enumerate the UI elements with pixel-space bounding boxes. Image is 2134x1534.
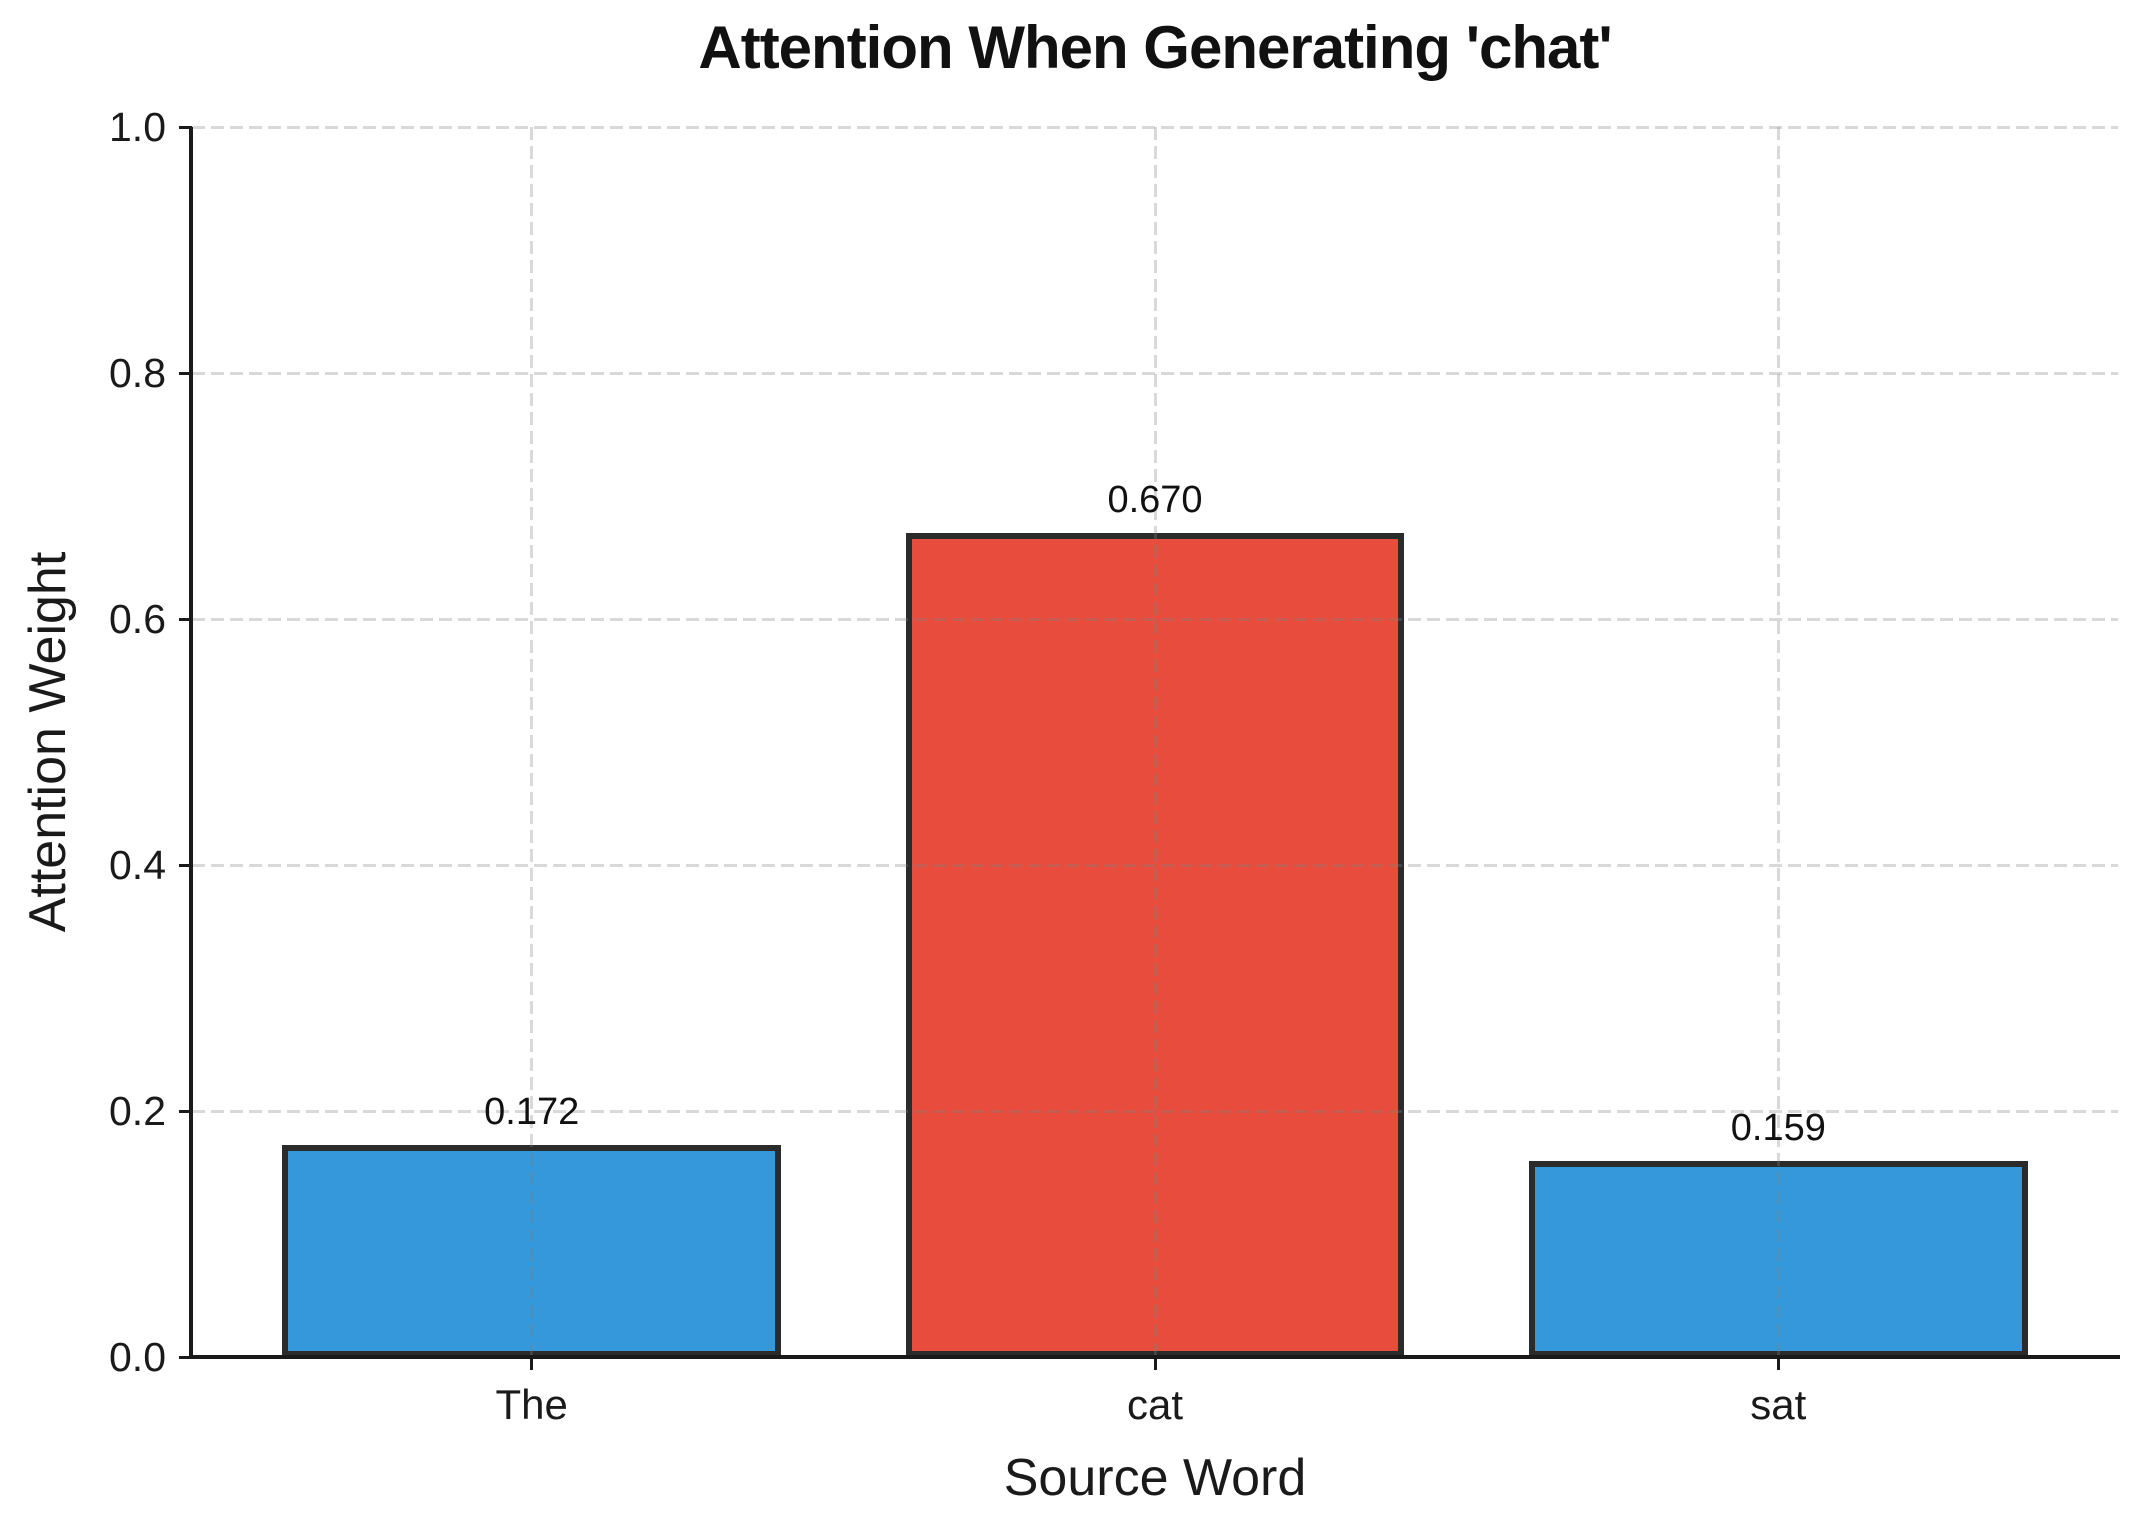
x-tick-mark	[530, 1357, 534, 1370]
bar-value-label: 0.172	[484, 1091, 580, 1134]
gridline-horizontal	[192, 617, 2118, 621]
y-tick-label: 1.0	[109, 104, 166, 150]
bar-sat	[1528, 1161, 2028, 1357]
y-tick-mark	[179, 617, 192, 621]
x-tick-label: The	[495, 1381, 568, 1428]
x-tick-label: cat	[1126, 1381, 1184, 1428]
bar-The	[282, 1145, 782, 1357]
gridline-vertical	[530, 127, 534, 1357]
y-tick-label: 0.6	[109, 596, 166, 642]
gridline-horizontal	[192, 125, 2118, 129]
gridline-horizontal	[192, 1109, 2118, 1113]
y-tick-label: 0.8	[109, 350, 166, 396]
y-tick-label: 0.2	[109, 1088, 166, 1134]
x-tick-label: sat	[1750, 1381, 1807, 1428]
bar-value-label: 0.159	[1730, 1107, 1826, 1150]
y-tick-mark	[179, 371, 192, 375]
gridline-horizontal	[192, 371, 2118, 375]
bar-value-label: 0.670	[1107, 478, 1203, 521]
y-tick-mark	[179, 1355, 192, 1359]
x-tick-mark	[1153, 1357, 1157, 1370]
x-axis-title: Source Word	[1003, 1449, 1307, 1507]
x-tick-mark	[1776, 1357, 1780, 1370]
gridline-horizontal	[192, 863, 2118, 867]
gridline-vertical	[1153, 127, 1157, 1357]
y-tick-mark	[179, 125, 192, 129]
gridline-vertical	[1776, 127, 1780, 1357]
plot-area: 0.172 0.670 0.159	[192, 125, 2118, 1357]
y-axis-line	[189, 127, 193, 1359]
chart-title: Attention When Generating 'chat'	[698, 14, 1612, 81]
y-tick-mark	[179, 1109, 192, 1113]
y-tick-mark	[179, 863, 192, 867]
y-tick-label: 0.4	[109, 842, 166, 888]
y-tick-label: 0.0	[109, 1334, 166, 1380]
bar-cat	[905, 532, 1405, 1357]
